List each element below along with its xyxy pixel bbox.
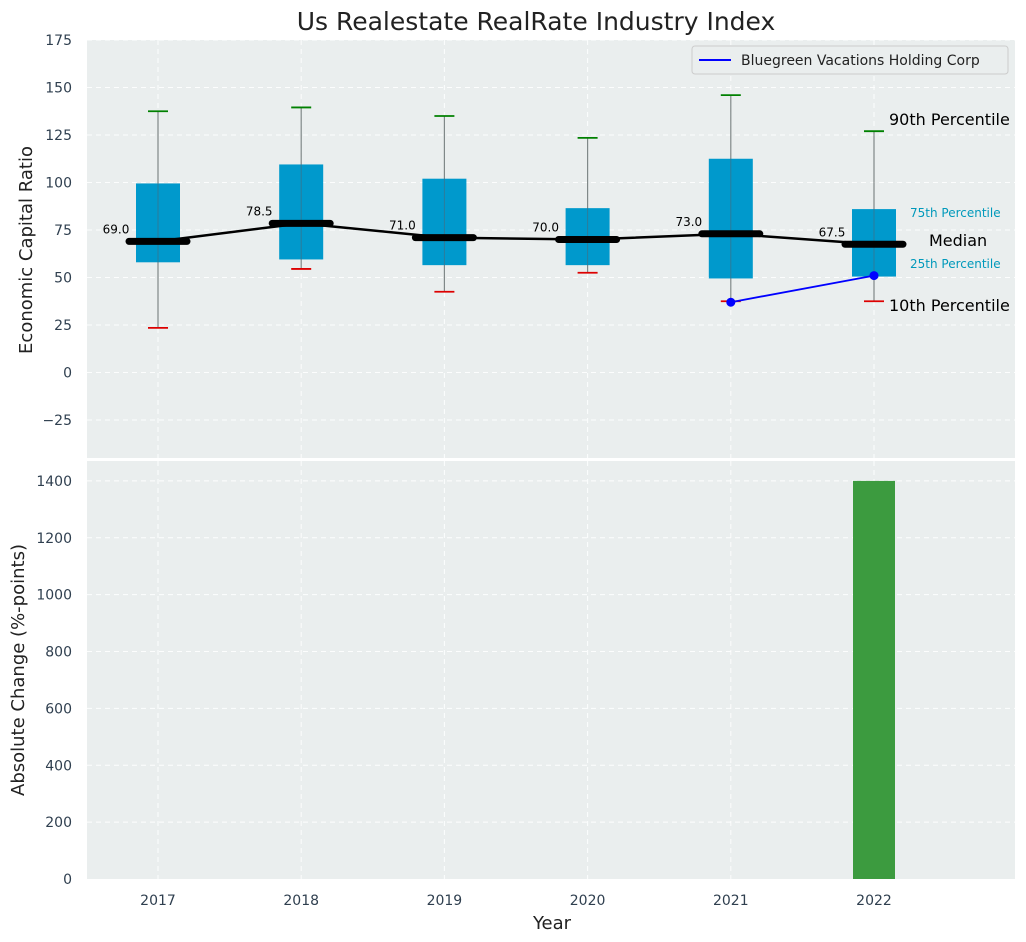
x-axis-label: Year [532,913,572,934]
annotation-p75: 75th Percentile [910,206,1001,220]
median-trend: 69.0 78.5 71.0 70.0 73.0 67.5 [103,204,907,248]
change-bar [853,480,895,879]
bottom-y-tick-label: 200 [45,815,72,831]
bottom-y-tick-label: 400 [45,758,72,774]
top-y-tick-label: 50 [54,271,72,287]
median-value-label: 67.5 [819,225,846,239]
company-series-point [869,271,879,281]
chart-title: Us Realestate RealRate Industry Index [297,7,776,36]
bottom-y-tick-label: 0 [63,872,72,888]
x-tick-label: 2022 [856,893,892,909]
median-value-label: 70.0 [532,221,559,235]
top-y-tick-label: 175 [45,33,72,49]
x-tick-label: 2019 [427,893,463,909]
annotation-p10: 10th Percentile [889,296,1010,315]
top-y-tick-label: 75 [54,223,72,239]
bottom-y-tick-label: 1000 [36,588,72,604]
company-series-line [730,274,875,304]
top-y-tick-label: 125 [45,128,72,144]
median-value-label: 69.0 [103,222,130,236]
top-y-tick-labels: −25 0 25 50 75 100 125 150 175 [42,33,72,429]
legend: Bluegreen Vacations Holding Corp [691,45,1009,75]
x-tick-labels: 2017 2018 2019 2020 2021 2022 [140,893,892,909]
bottom-y-tick-label: 1400 [36,474,72,490]
annotation-median: Median [929,231,987,250]
bottom-y-tick-label: 800 [45,645,72,661]
bottom-y-tick-labels: 0 200 400 600 800 1000 1200 1400 [36,474,72,888]
x-tick-label: 2018 [283,893,319,909]
top-y-tick-label: 100 [45,176,72,192]
percentile-boxes [136,94,896,329]
bottom-y-tick-label: 600 [45,701,72,717]
bottom-y-tick-label: 1200 [36,531,72,547]
annotation-p90: 90th Percentile [889,110,1010,129]
legend-entry-label: Bluegreen Vacations Holding Corp [741,53,980,69]
top-y-tick-label: 0 [63,366,72,382]
median-value-label: 73.0 [675,215,702,229]
x-tick-label: 2020 [570,893,606,909]
company-series-point [726,297,736,307]
top-y-tick-label: 25 [54,318,72,334]
top-y-tick-label: 150 [45,81,72,97]
legend-box [691,45,1009,75]
median-value-label: 71.0 [389,219,416,233]
x-tick-label: 2017 [140,893,176,909]
top-y-tick-label: −25 [42,413,72,429]
x-tick-label: 2021 [713,893,749,909]
top-y-axis-label: Economic Capital Ratio [16,146,37,354]
change-bars [853,480,895,879]
annotation-p25: 25th Percentile [910,257,1001,271]
median-value-label: 78.5 [246,204,273,218]
company-series [726,271,879,307]
bottom-y-axis-label: Absolute Change (%-points) [8,544,29,796]
